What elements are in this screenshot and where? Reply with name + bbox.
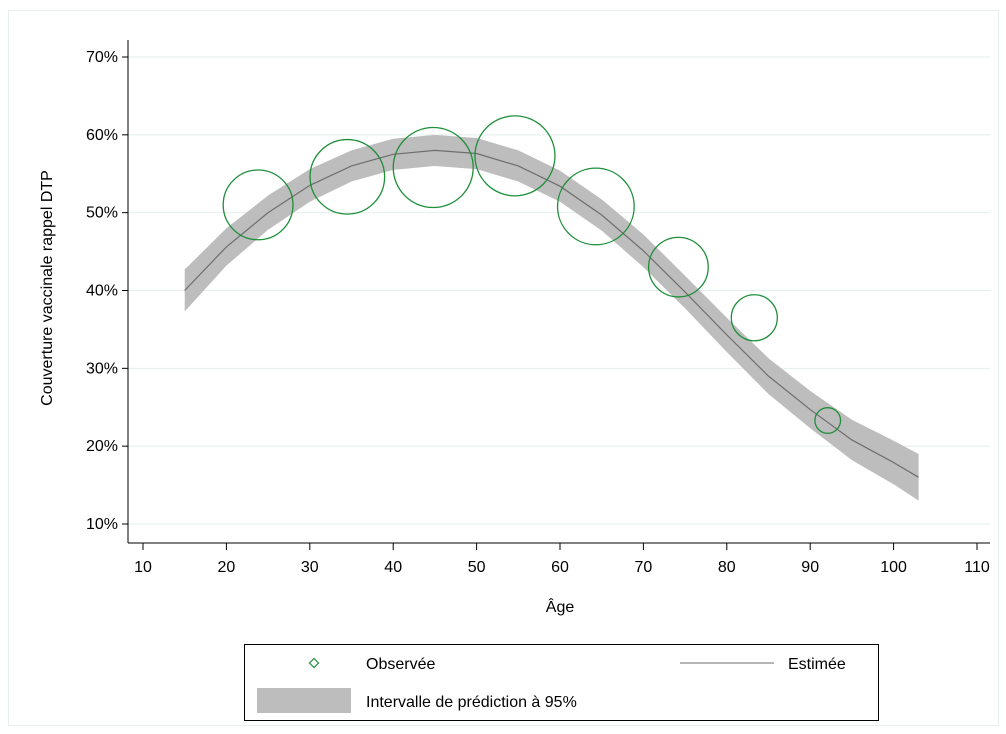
legend-interval-label: Intervalle de prédiction à 95%: [366, 694, 577, 711]
x-tick-label: 100: [880, 559, 907, 576]
observed-point: [222, 169, 294, 241]
y-tick-label: 10%: [86, 516, 118, 533]
x-tick-label: 110: [964, 559, 990, 576]
x-tick-label: 90: [801, 559, 819, 576]
y-tick-label: 70%: [86, 49, 118, 66]
y-axis-label: Couverture vaccinale rappel DTP: [39, 170, 56, 406]
y-tick-label: 60%: [86, 127, 118, 144]
estimated-line: [184, 149, 919, 478]
x-tick-label: 30: [301, 559, 319, 576]
y-tick-label: 50%: [86, 205, 118, 222]
y-tick-label: 20%: [86, 438, 118, 455]
x-tick-label: 40: [384, 559, 402, 576]
x-tick-label: 80: [718, 559, 736, 576]
observed-point: [556, 167, 635, 246]
observed-point: [392, 126, 474, 209]
x-tick-label: 20: [218, 559, 236, 576]
legend-observed-marker-icon: [308, 657, 320, 669]
legend: Observée Estimée Intervalle de prédictio…: [244, 644, 879, 721]
x-axis-label: Âge: [546, 597, 575, 616]
observed-point: [474, 115, 556, 197]
x-tick-label: 70: [635, 559, 653, 576]
x-tick-label: 60: [551, 559, 569, 576]
legend-observed-label: Observée: [366, 656, 435, 673]
axes: 10% 20% 30% 40% 50% 60% 70% 10 20 30 40 50 60 70 80 90 1…: [86, 40, 990, 576]
legend-estimated-label: Estimée: [788, 656, 846, 673]
observed-point: [647, 236, 709, 298]
observed-points: [222, 115, 842, 434]
observed-point: [730, 294, 778, 342]
legend-interval-swatch-icon: [257, 688, 351, 713]
observed-point: [814, 407, 842, 434]
y-tick-label: 30%: [86, 360, 118, 377]
plot-border: [8, 10, 999, 726]
estimated-curve: [184, 149, 919, 478]
x-tick-label: 50: [468, 559, 486, 576]
observed-point: [309, 138, 386, 215]
y-tick-label: 40%: [86, 283, 118, 300]
x-tick-label: 10: [134, 559, 152, 576]
